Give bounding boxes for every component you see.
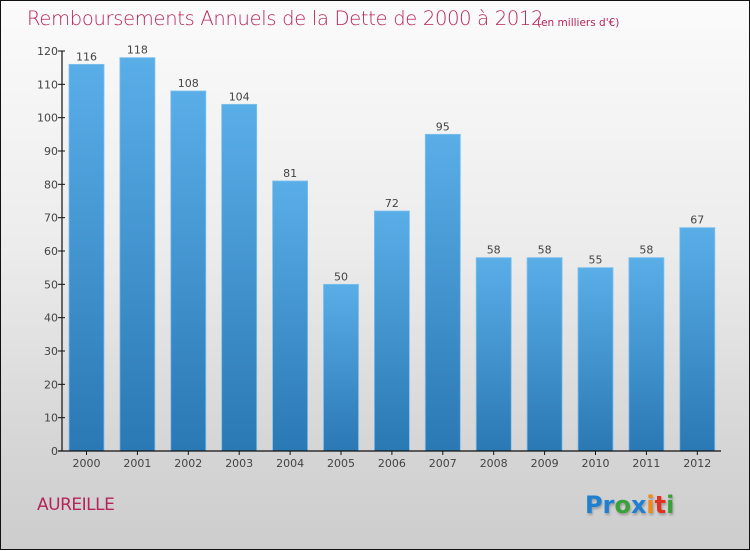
logo-letter: P [585, 491, 603, 519]
bar-2001 [119, 57, 156, 452]
chart-title: Remboursements Annuels de la Dette de 20… [27, 7, 544, 30]
logo-letter: i [666, 491, 675, 519]
data-label-2004: 81 [283, 167, 297, 180]
data-label-2011: 58 [639, 244, 653, 257]
logo-letter: o [614, 491, 631, 519]
y-tick-label-90: 90 [44, 145, 58, 158]
bar-2000 [68, 63, 105, 452]
data-label-2009: 58 [538, 244, 552, 257]
y-tick-label-80: 80 [44, 178, 58, 191]
chart-unit-note: (en milliers d'€) [537, 17, 620, 29]
bar-2003 [221, 103, 258, 452]
y-tick-label-110: 110 [37, 78, 58, 91]
bar-2006 [373, 210, 410, 452]
x-tick-label-2008: 2008 [480, 457, 508, 470]
bar-2012 [679, 227, 716, 452]
x-tick-label-2001: 2001 [123, 457, 151, 470]
logo-letter: i [646, 491, 655, 519]
x-tick-label-2000: 2000 [73, 457, 101, 470]
bar-2002 [170, 90, 207, 452]
x-tick-label-2011: 2011 [632, 457, 660, 470]
data-label-2010: 55 [589, 254, 603, 267]
logo-letter: r [602, 491, 615, 519]
x-tick-label-2005: 2005 [327, 457, 355, 470]
bar-2008 [475, 257, 512, 452]
x-tick-label-2003: 2003 [225, 457, 253, 470]
logo-letter: t [654, 491, 667, 519]
x-axis: 2000 2001 2002 2003 2004 2005 2006 2007 2008 2009… [58, 450, 721, 470]
x-tick-label-2007: 2007 [429, 457, 457, 470]
data-label-2012: 67 [690, 214, 704, 227]
y-tick-label-60: 60 [44, 245, 58, 258]
data-label-2003: 104 [229, 90, 250, 103]
bars-group: 116 118 108 104 81 50 72 95 58 58 55 58 67 [68, 44, 716, 452]
bar-2010 [577, 267, 614, 452]
commune-name: AUREILLE [37, 495, 115, 515]
y-tick-label-70: 70 [44, 212, 58, 225]
data-label-2008: 58 [487, 244, 501, 257]
bar-2011 [628, 257, 665, 452]
x-tick-label-2009: 2009 [531, 457, 559, 470]
x-tick-label-2006: 2006 [378, 457, 406, 470]
data-label-2001: 118 [127, 44, 148, 57]
proxiti-logo[interactable]: Proxiti [585, 491, 674, 519]
y-tick-label-100: 100 [37, 112, 58, 125]
data-label-2007: 95 [436, 120, 450, 133]
bar-2005 [323, 283, 359, 452]
x-tick-label-2010: 2010 [582, 457, 610, 470]
bar-2007 [424, 133, 461, 452]
y-tick-label-30: 30 [44, 345, 58, 358]
data-label-2000: 116 [76, 50, 97, 63]
logo-letter: x [630, 491, 647, 519]
data-label-2002: 108 [178, 77, 199, 90]
x-tick-label-2012: 2012 [683, 457, 711, 470]
data-label-2006: 72 [385, 197, 399, 210]
y-tick-label-10: 10 [44, 412, 58, 425]
y-tick-label-120: 120 [37, 45, 58, 58]
bar-2009 [526, 257, 563, 452]
bar-2004 [272, 180, 309, 452]
y-tick-label-40: 40 [44, 312, 58, 325]
data-label-2005: 50 [334, 270, 348, 283]
y-tick-label-0: 0 [51, 445, 58, 458]
y-axis: 0 10 20 30 40 50 60 70 80 90 100 110 120 [37, 45, 65, 458]
x-tick-label-2004: 2004 [276, 457, 304, 470]
y-tick-label-20: 20 [44, 378, 58, 391]
x-tick-label-2002: 2002 [174, 457, 202, 470]
y-tick-label-50: 50 [44, 278, 58, 291]
